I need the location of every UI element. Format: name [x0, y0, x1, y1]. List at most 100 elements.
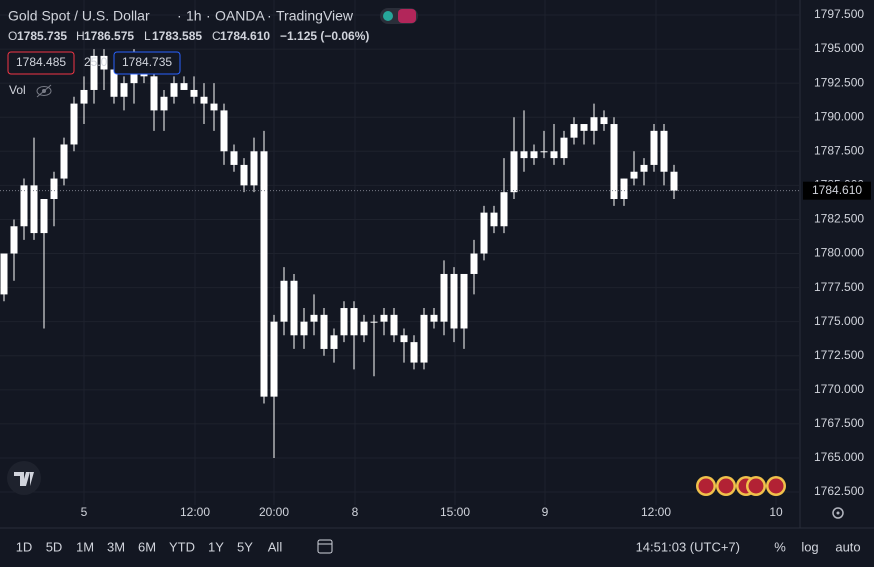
- range-button[interactable]: 6M: [138, 539, 156, 554]
- candle-body: [660, 130, 668, 172]
- logo: [7, 461, 41, 495]
- y-tick-label: 1777.500: [814, 280, 864, 294]
- candle-body: [530, 151, 538, 159]
- x-tick-label: 5: [81, 505, 88, 519]
- last-price-tag: [803, 181, 871, 200]
- candle-body: [590, 117, 598, 131]
- ohlc-key: L: [144, 29, 151, 43]
- range-button[interactable]: 1Y: [208, 539, 224, 554]
- date-range-icon[interactable]: [317, 539, 333, 554]
- y-tick-label: 1792.500: [814, 75, 864, 89]
- header-text: Gold Spot / U.S. Dollar: [8, 8, 150, 24]
- event-flags: [696, 476, 786, 496]
- buy-button[interactable]: [113, 51, 181, 75]
- candle-body: [60, 144, 68, 179]
- x-tick-label: 10: [769, 505, 783, 519]
- candle-body: [10, 226, 18, 254]
- header-text: ·: [206, 8, 211, 24]
- header-text: 1h: [186, 8, 202, 24]
- candle-body: [290, 280, 298, 336]
- y-tick-label: 1782.500: [814, 212, 864, 226]
- ohlc-value: 1783.585: [152, 29, 202, 43]
- y-tick-label: 1772.500: [814, 348, 864, 362]
- candle-body: [80, 89, 88, 104]
- auto-button[interactable]: auto: [835, 539, 860, 554]
- candle-body: [390, 314, 398, 336]
- candle-body: [170, 83, 178, 97]
- ohlc-key: O: [8, 29, 17, 43]
- candle-body: [550, 151, 558, 159]
- sell-button[interactable]: [7, 51, 75, 75]
- ohlc-value: 1785.735: [17, 29, 67, 43]
- candle-body: [370, 321, 378, 323]
- buy-price: 1784.735: [122, 55, 172, 69]
- x-tick-label: 20:00: [259, 505, 289, 519]
- candle-body: [340, 308, 348, 336]
- candle-body: [90, 55, 98, 90]
- candle-body: [570, 124, 578, 138]
- candle-body: [500, 192, 508, 227]
- x-tick-label: 12:00: [180, 505, 210, 519]
- candle-body: [460, 273, 468, 329]
- status-dot: [383, 11, 393, 21]
- sell-price: 1784.485: [16, 55, 66, 69]
- y-tick-label: 1765.000: [814, 450, 864, 464]
- candle-body: [610, 124, 618, 200]
- candle-body: [450, 273, 458, 329]
- candle-body: [240, 164, 248, 186]
- y-tick-label: 1775.000: [814, 314, 864, 328]
- x-tick-label: 12:00: [641, 505, 671, 519]
- candle-body: [310, 314, 318, 322]
- candle-body: [280, 280, 288, 322]
- last-price-label: 1784.610: [812, 183, 862, 197]
- candle-body: [560, 137, 568, 159]
- candle-body: [40, 199, 48, 234]
- y-tick-label: 1767.500: [814, 416, 864, 430]
- range-button[interactable]: 1M: [76, 539, 94, 554]
- range-button[interactable]: YTD: [169, 539, 195, 554]
- range-button[interactable]: 1D: [16, 539, 33, 554]
- candle-body: [420, 314, 428, 363]
- candle-body: [620, 178, 628, 200]
- candle-body: [490, 212, 498, 227]
- range-button[interactable]: 3M: [107, 539, 125, 554]
- candle-body: [250, 151, 258, 186]
- header-text: ·: [267, 8, 272, 24]
- candle-body: [400, 335, 408, 343]
- percent-button[interactable]: %: [774, 539, 786, 554]
- y-tick-label: 1762.500: [814, 484, 864, 498]
- candle-body: [410, 342, 418, 363]
- y-tick-label: 1787.500: [814, 143, 864, 157]
- candle-body: [110, 69, 118, 97]
- settings-icon[interactable]: [832, 507, 844, 519]
- candle-body: [30, 185, 38, 234]
- x-tick-label: 9: [542, 505, 549, 519]
- candle-body: [210, 103, 218, 111]
- candle-body: [230, 151, 238, 165]
- candle-body: [350, 308, 358, 336]
- candle-body: [320, 314, 328, 349]
- candle-body: [190, 89, 198, 97]
- y-tick-label: 1770.000: [814, 382, 864, 396]
- status-tag: [398, 9, 416, 23]
- candle-body: [480, 212, 488, 254]
- candle-body: [540, 151, 548, 153]
- candle-body: [260, 151, 268, 397]
- ohlc-key: C: [212, 29, 221, 43]
- candle-body: [520, 151, 528, 159]
- range-button[interactable]: All: [268, 539, 283, 554]
- log-button[interactable]: log: [801, 539, 818, 554]
- y-tick-label: 1797.500: [814, 7, 864, 21]
- range-button[interactable]: 5Y: [237, 539, 253, 554]
- header-text: TradingView: [276, 8, 354, 24]
- candle-body: [220, 110, 228, 152]
- range-button[interactable]: 5D: [46, 539, 63, 554]
- candle-body: [440, 273, 448, 322]
- visibility-icon[interactable]: [36, 84, 52, 98]
- ohlc-key: H: [76, 29, 85, 43]
- change: −1.125 (−0.06%): [280, 29, 369, 43]
- y-tick-label: 1795.000: [814, 41, 864, 55]
- candle-body: [510, 151, 518, 193]
